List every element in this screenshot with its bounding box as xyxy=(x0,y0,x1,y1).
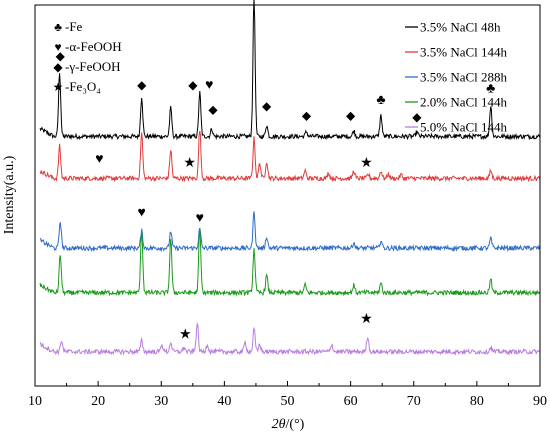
peak-marker-alpha: ♥ xyxy=(205,78,213,93)
diffraction-traces xyxy=(39,0,541,356)
x-axis-label-unit: /(°) xyxy=(286,417,305,432)
legend-label: 3.5% NaCl 144h xyxy=(420,45,508,60)
peak-marker-gamma: ◆ xyxy=(188,78,198,92)
legend-label: 5.0% NaCl 144h xyxy=(420,120,508,135)
phase-symbol: ◆ xyxy=(53,60,63,74)
series-line-1 xyxy=(39,130,541,183)
x-tick-label: 60 xyxy=(344,394,358,409)
phase-symbol: ♥ xyxy=(54,40,61,54)
series-line-0 xyxy=(39,0,541,141)
peak-marker-alpha: ♥ xyxy=(95,152,103,167)
x-tick-label: 20 xyxy=(91,394,105,409)
series-legend-item: 3.5% NaCl 48h xyxy=(405,20,501,35)
phase-label: -Fe xyxy=(65,19,83,34)
series-legend-item: 5.0% NaCl 144h xyxy=(405,120,508,135)
x-axis-label-symbol: 2θ xyxy=(272,417,286,432)
series-line-2 xyxy=(39,211,541,253)
phase-label: -Fe₃O₄ xyxy=(65,79,101,94)
peak-marker-alpha: ♥ xyxy=(138,205,146,220)
legend-label: 3.5% NaCl 288h xyxy=(420,70,508,85)
peak-marker-gamma: ◆ xyxy=(137,78,147,92)
phase-legend-item: ♥ -α-FeOOH xyxy=(54,39,121,54)
x-tick-label: 80 xyxy=(470,394,484,409)
phase-symbol: ★ xyxy=(53,80,64,94)
phase-label: -α-FeOOH xyxy=(65,39,122,54)
peak-marker-gamma: ◆ xyxy=(346,108,356,122)
peak-annotations: ◆◆◆♥◆♣◆◆◆♣◆♣♥★★♥♥★★ xyxy=(56,49,496,342)
peak-marker-magnetite: ★ xyxy=(183,156,196,171)
peak-marker-gamma: ◆ xyxy=(56,49,66,63)
peak-marker-gamma: ◆ xyxy=(262,99,272,113)
peak-marker-magnetite: ★ xyxy=(360,156,373,171)
phase-legend-item: ♣ -Fe xyxy=(54,19,82,34)
x-axis-ticks: 10 20 30 40 50 60 70 80 90 xyxy=(28,381,547,409)
legend-label: 2.0% NaCl 144h xyxy=(420,95,508,110)
x-tick-label: 50 xyxy=(281,394,295,409)
x-tick-label: 40 xyxy=(217,394,231,409)
series-line-4 xyxy=(39,321,541,356)
x-tick-label: 10 xyxy=(28,394,42,409)
peak-marker-alpha: ♥ xyxy=(196,211,204,226)
x-tick-label: 30 xyxy=(154,394,168,409)
peak-marker-gamma: ◆ xyxy=(302,108,312,122)
peak-marker-magnetite: ★ xyxy=(360,312,373,327)
peak-marker-fe: ♣ xyxy=(486,82,495,97)
series-legend-item: 3.5% NaCl 144h xyxy=(405,45,508,60)
series-line-3 xyxy=(39,228,541,297)
phase-symbol: ♣ xyxy=(54,20,62,34)
phase-legend: ♣ -Fe♥ -α-FeOOH◆ -γ-FeOOH★ -Fe₃O₄ xyxy=(53,19,122,94)
peak-marker-fe: ♣ xyxy=(376,93,385,108)
series-legend-item: 3.5% NaCl 288h xyxy=(405,70,508,85)
x-axis-label: 2θ/(°) xyxy=(272,417,305,432)
series-legend: 3.5% NaCl 48h 3.5% NaCl 144h 3.5% NaCl 288… xyxy=(405,20,508,135)
x-tick-label: 70 xyxy=(407,394,421,409)
series-legend-item: 2.0% NaCl 144h xyxy=(405,95,508,110)
legend-label: 3.5% NaCl 48h xyxy=(420,20,501,35)
x-tick-label: 90 xyxy=(533,394,547,409)
peak-marker-gamma: ◆ xyxy=(412,110,422,124)
phase-legend-item: ★ -Fe₃O₄ xyxy=(53,79,102,94)
y-axis-label: Intensity(a.u.) xyxy=(2,155,17,234)
phase-label: -γ-FeOOH xyxy=(65,59,121,74)
phase-legend-item: ◆ -γ-FeOOH xyxy=(53,59,120,74)
peak-marker-magnetite: ★ xyxy=(179,327,192,342)
peak-marker-gamma: ◆ xyxy=(208,103,218,117)
